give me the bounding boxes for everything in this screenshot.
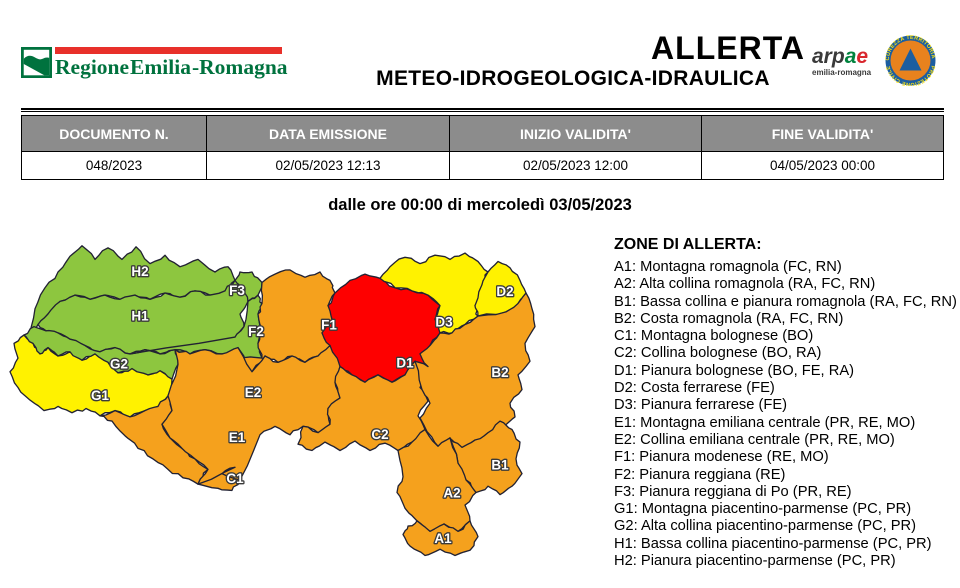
svg-text:F2: F2 xyxy=(248,323,264,339)
svg-text:F3: F3 xyxy=(229,282,245,298)
svg-text:G1: G1 xyxy=(91,387,109,403)
svg-text:H2: H2 xyxy=(131,263,149,279)
svg-text:F1: F1 xyxy=(321,316,337,332)
svg-text:B2: B2 xyxy=(491,364,509,380)
svg-text:D1: D1 xyxy=(396,354,414,370)
svg-text:C2: C2 xyxy=(371,426,389,442)
svg-text:G2: G2 xyxy=(110,355,128,371)
svg-text:A1: A1 xyxy=(434,530,452,546)
svg-text:D3: D3 xyxy=(435,313,453,329)
svg-text:C1: C1 xyxy=(226,470,244,486)
svg-text:A2: A2 xyxy=(443,484,461,500)
svg-text:H1: H1 xyxy=(131,307,149,323)
svg-text:E2: E2 xyxy=(245,384,262,400)
svg-text:D2: D2 xyxy=(496,283,514,299)
svg-text:E1: E1 xyxy=(229,429,246,445)
svg-text:B1: B1 xyxy=(491,456,509,472)
